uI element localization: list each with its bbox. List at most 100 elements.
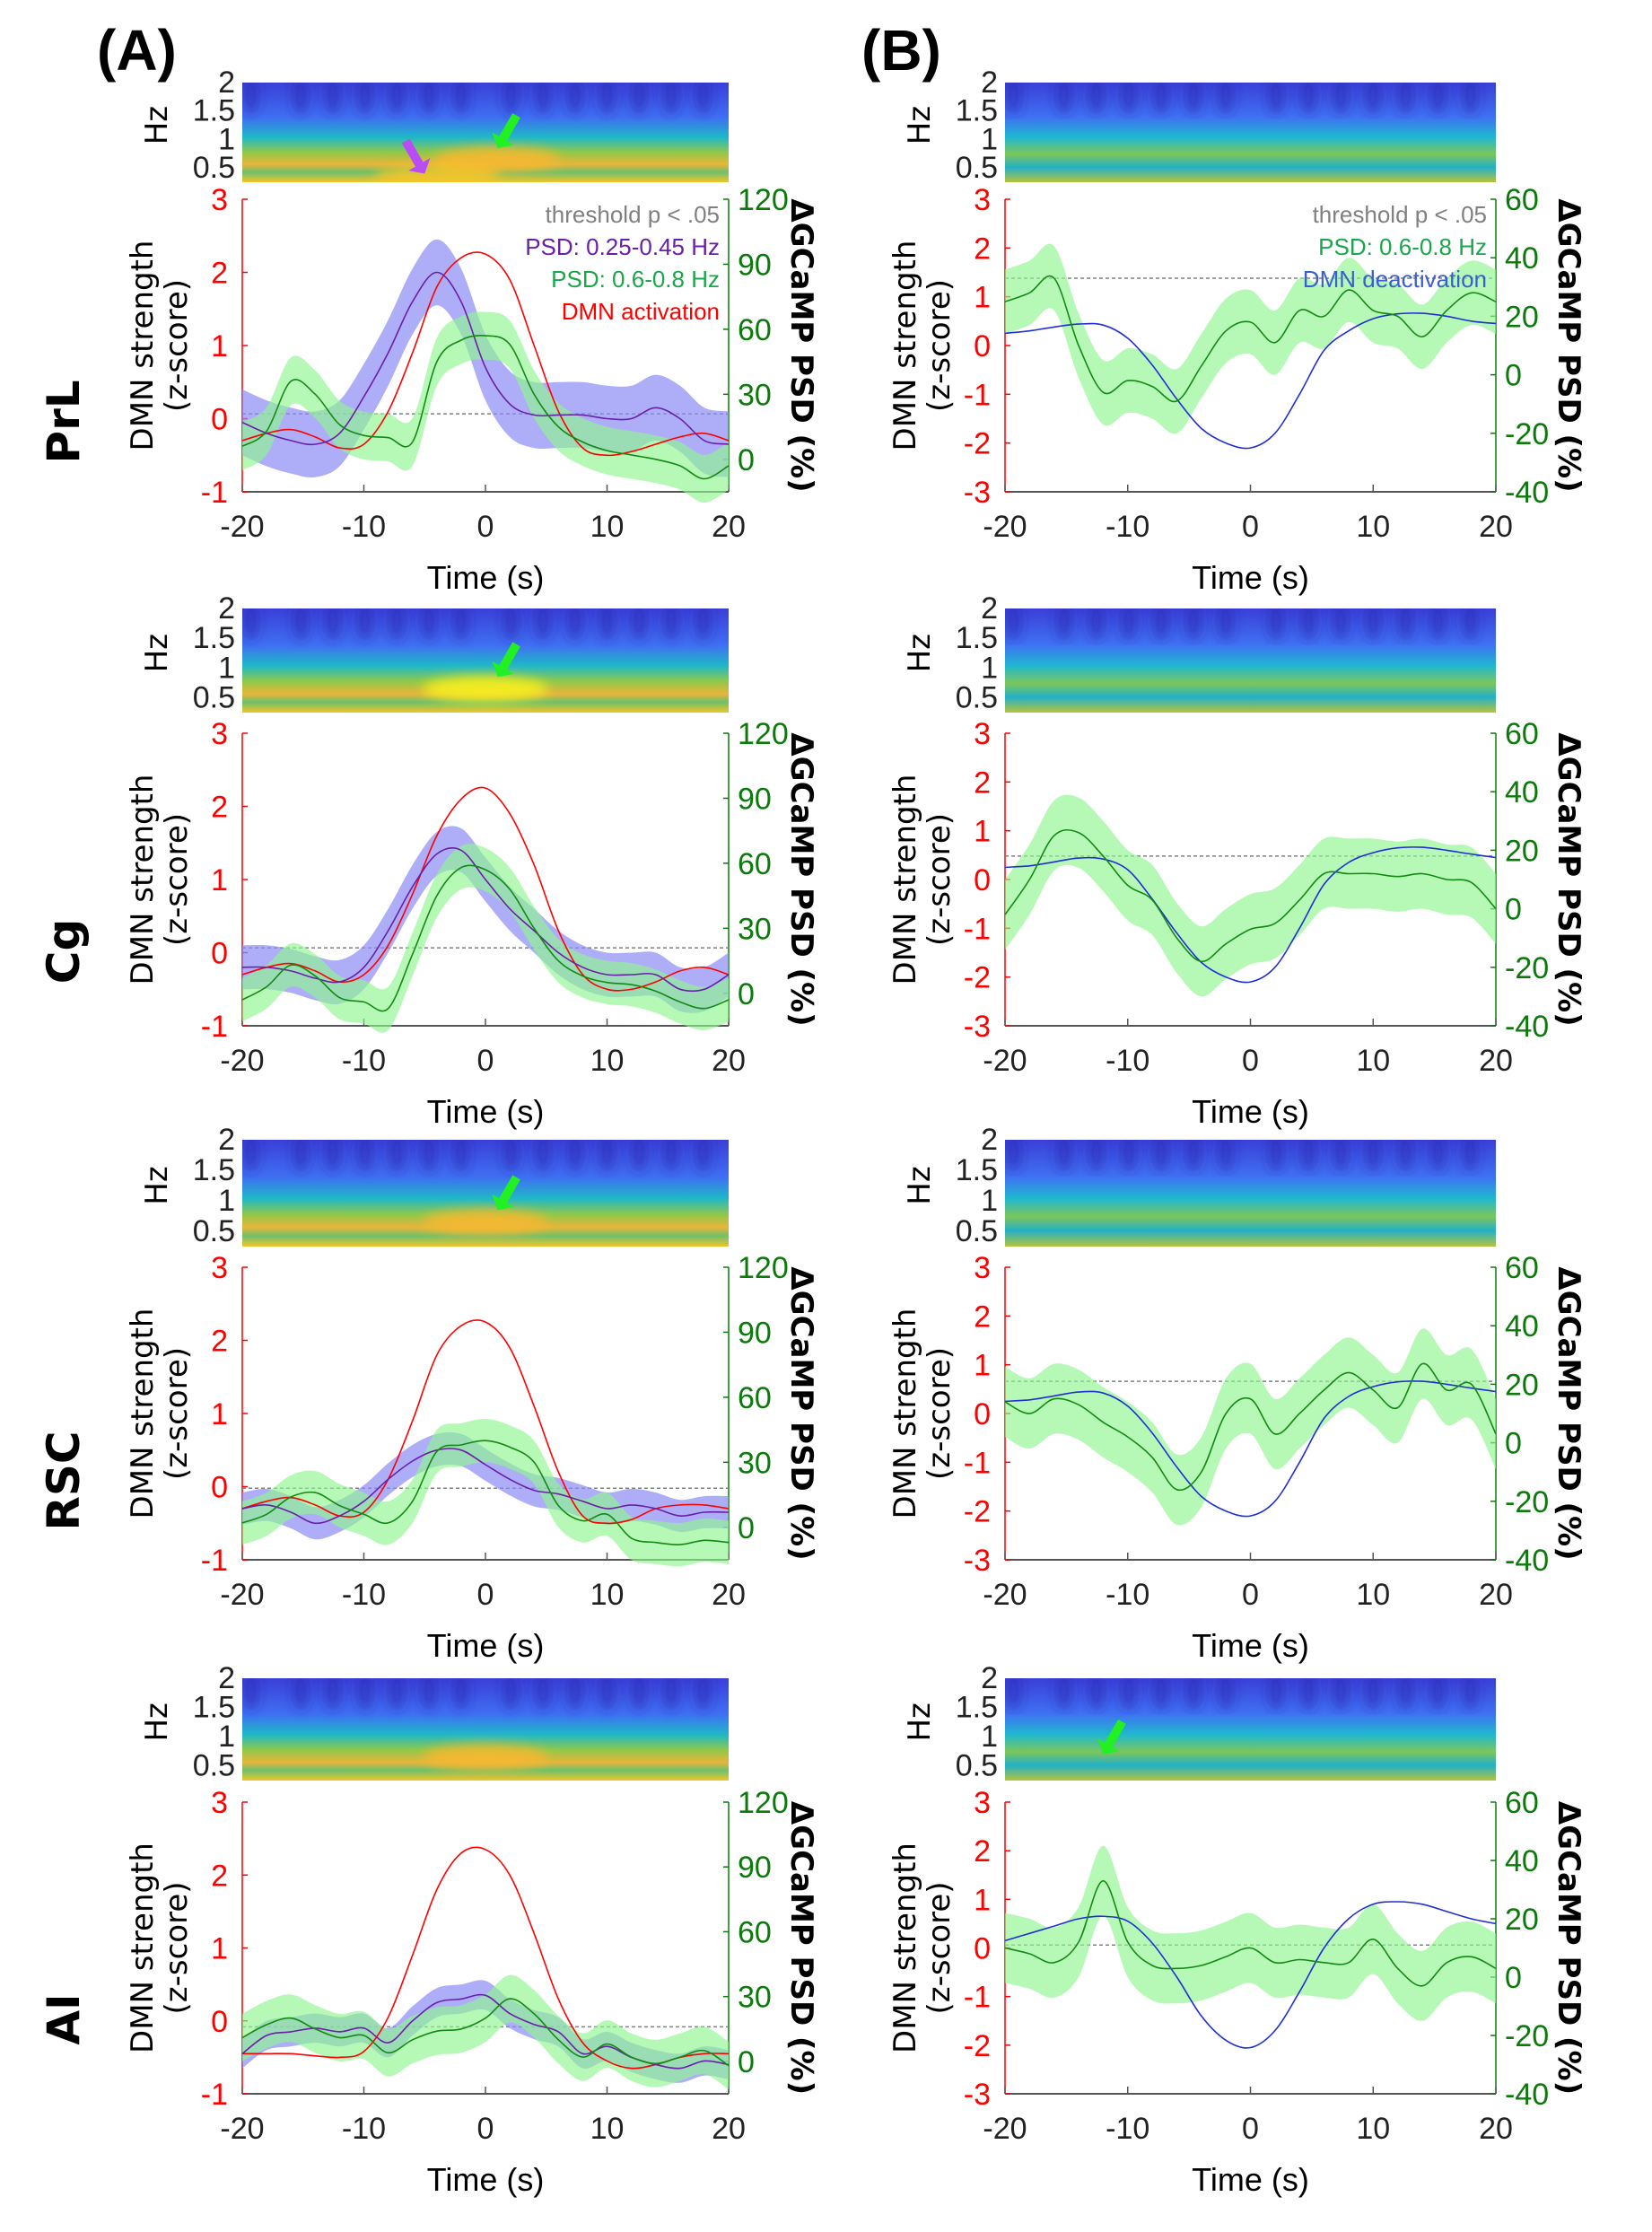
spectrogram-ylabel: Hz [902, 1702, 938, 1741]
y-axis-label: (z-score) [922, 279, 957, 412]
spectrogram-streak [599, 608, 616, 641]
spectrogram-base [1005, 1678, 1496, 1781]
spectrogram-streak [535, 83, 552, 115]
y2-axis-label: ΔGCaMP PSD (%) [1551, 1266, 1586, 1560]
y2-tick-label: 60 [738, 313, 772, 347]
dmn-activation-line [242, 1846, 730, 2070]
spectrogram-streak [695, 1678, 712, 1711]
spectrogram-base [1005, 608, 1496, 713]
psd-high-band [1005, 1328, 1496, 1526]
y-tick-label: 2 [211, 791, 228, 825]
spectrogram-streak [599, 1140, 616, 1172]
spectrogram-tick-label: 0.5 [956, 151, 998, 185]
spectrogram-streak [324, 83, 341, 115]
x-tick-label: 20 [712, 1578, 746, 1612]
y2-tick-label: -20 [1505, 2019, 1549, 2053]
spectrogram-texture [1005, 608, 1479, 641]
spectrogram-image [1005, 608, 1496, 713]
spectrogram-image [1005, 1678, 1496, 1781]
spectrogram-tick-label: 1 [981, 122, 998, 156]
spectrogram-streak [1268, 1678, 1285, 1711]
spectrogram-streak [535, 1140, 552, 1172]
psd-high-line [241, 1998, 730, 2067]
y-tick-label: 3 [974, 183, 991, 217]
dmn-activation-line [241, 786, 730, 992]
x-tick-label: 20 [712, 1044, 746, 1078]
spectrogram: 21.510.5 Hz [139, 1661, 729, 1783]
x-tick-label: -10 [1106, 1578, 1149, 1612]
y2-tick-label: 0 [1505, 1427, 1522, 1461]
spectrogram-streak [503, 1678, 520, 1711]
spectrogram-streak [503, 608, 520, 641]
y2-tick-label: 60 [738, 1381, 772, 1415]
psd-high-line [1004, 828, 1497, 963]
spectrogram-texture [242, 1678, 712, 1770]
spectrogram-streak [1152, 1678, 1169, 1711]
arrow-shape [1097, 1719, 1126, 1755]
psd-high-line [1004, 1879, 1497, 1987]
spectrogram-streak [293, 83, 310, 115]
spectrogram-streak [1088, 608, 1105, 641]
y-axis-label: (z-score) [922, 813, 957, 946]
y2-tick-label: 40 [1505, 1309, 1539, 1344]
spectrogram-streak [1365, 1678, 1382, 1711]
dmn-activation-line [241, 251, 730, 457]
y-axis-label: DMN strength [125, 1309, 161, 1519]
spectrogram-image [242, 1140, 729, 1247]
spectrogram-streak [1055, 83, 1072, 115]
spectrogram-tick-label: 2 [981, 1661, 998, 1695]
legend: threshold p < .05 PSD: 0.6-0.8 Hz DMN deac… [1303, 201, 1487, 293]
spectrogram-streak [293, 1678, 310, 1711]
legend-item-dmn: DMN deactivation [1303, 266, 1487, 293]
spectrogram-tick-label: 1.5 [956, 621, 998, 655]
spectrogram-peak [373, 165, 500, 182]
y-tick-label: 1 [974, 281, 991, 315]
spectrogram-streak [1120, 608, 1137, 641]
x-tick-label: -10 [342, 1044, 386, 1078]
y-axis-label: DMN strength [125, 1842, 161, 2053]
spectrogram-texture [1005, 1678, 1479, 1711]
x-tick-label: 10 [590, 1578, 625, 1612]
y2-tick-label: -20 [1505, 417, 1549, 451]
x-tick-label: -10 [1106, 1044, 1149, 1078]
x-axis-label: Time (s) [427, 1627, 545, 1664]
spectrogram-tick-label: 1 [981, 1720, 998, 1754]
spectrogram-streak [1217, 1678, 1234, 1711]
y-tick-label: 1 [211, 329, 228, 363]
spectrogram: 21.510.5 Hz [902, 66, 1496, 185]
spectrogram-streak [1005, 1678, 1022, 1711]
spectrogram-streak [389, 83, 406, 115]
dmn-deactivation-line [1004, 312, 1497, 450]
spectrogram-streak [1300, 83, 1317, 115]
dmn-deactivation-line [1004, 846, 1497, 984]
y-tick-label: 1 [974, 815, 991, 849]
psd-high-band [1005, 1845, 1496, 2021]
y-tick-label: 3 [211, 1786, 228, 1820]
x-tick-label: 10 [590, 510, 625, 544]
y2-tick-label: 40 [1505, 775, 1539, 810]
y-axis-label: DMN strength [887, 1842, 923, 2053]
spectrogram-streak [1184, 83, 1202, 115]
spectrogram-streak [356, 1678, 373, 1711]
y2-tick-label: 60 [1505, 1786, 1539, 1820]
y2-tick-label: 90 [738, 782, 772, 816]
dmn-deactivation-line [1004, 1380, 1497, 1518]
y-tick-label: -1 [964, 1981, 991, 2015]
y2-axis-label: ΔGCaMP PSD (%) [783, 1801, 819, 2095]
y-tick-label: 1 [974, 1883, 991, 1917]
spectrogram-streak [1120, 1678, 1137, 1711]
y2-tick-label: -20 [1505, 1485, 1549, 1519]
spectrogram-streak [662, 608, 679, 641]
spectrogram-streak [631, 83, 648, 115]
spectrogram-tick-label: 0.5 [956, 1749, 998, 1783]
x-tick-label: 20 [712, 510, 746, 544]
y-tick-label: 0 [211, 2005, 228, 2039]
spectrogram-streak [1333, 1678, 1350, 1711]
